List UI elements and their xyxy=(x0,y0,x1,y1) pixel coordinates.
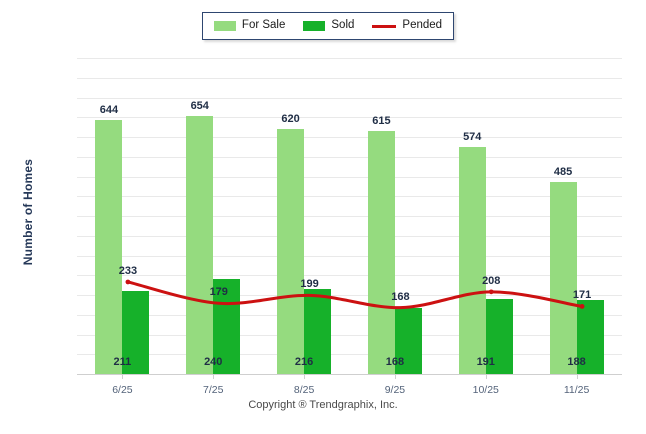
bar-for-sale[interactable] xyxy=(458,147,486,374)
bar-for-sale[interactable] xyxy=(549,182,577,374)
value-label-pended: 179 xyxy=(209,286,228,299)
value-label-sold: 240 xyxy=(204,356,223,368)
legend-label-sold: Sold xyxy=(331,19,355,32)
x-axis-line xyxy=(77,374,622,375)
value-label-sold: 216 xyxy=(294,356,314,368)
gridline xyxy=(77,196,622,198)
gridline xyxy=(77,58,622,59)
bar-for-sale[interactable] xyxy=(367,131,395,374)
x-tick-mark xyxy=(394,374,396,379)
value-label-for-sale: 574 xyxy=(463,131,482,144)
gridline xyxy=(77,176,622,178)
value-label-sold: 191 xyxy=(476,356,495,368)
plot-area: 8007507006506005505004504003503002502001… xyxy=(77,58,622,395)
x-tick-label: 7/25 xyxy=(203,384,224,396)
bar-for-sale[interactable] xyxy=(277,129,305,374)
gridline xyxy=(77,295,622,296)
legend-swatch-for-sale xyxy=(213,21,236,31)
pended-data-point[interactable] xyxy=(125,279,131,285)
value-label-sold: 211 xyxy=(113,356,132,368)
value-label-for-sale: 654 xyxy=(190,99,209,112)
x-tick-label: 8/25 xyxy=(293,384,315,396)
value-label-pended: 168 xyxy=(391,290,410,303)
legend-line-pended xyxy=(372,24,397,28)
x-tick-label: 11/25 xyxy=(563,384,590,396)
gridline xyxy=(77,117,622,119)
x-tick-mark xyxy=(213,374,215,379)
value-label-for-sale: 615 xyxy=(372,115,391,128)
gridline xyxy=(77,275,622,277)
gridline xyxy=(77,137,622,138)
legend-item-sold[interactable]: Sold xyxy=(303,20,354,32)
x-tick-mark xyxy=(122,374,124,379)
bar-sold[interactable] xyxy=(576,299,604,374)
legend-item-pended[interactable]: Pended xyxy=(372,20,442,32)
value-label-sold: 168 xyxy=(385,356,405,368)
chart-legend: For Sale Sold Pended xyxy=(202,12,454,40)
x-tick-mark xyxy=(576,374,578,379)
legend-item-for-sale[interactable]: For Sale xyxy=(213,19,286,32)
x-tick-mark xyxy=(485,374,487,379)
pended-data-point[interactable] xyxy=(488,289,494,295)
bar-sold[interactable] xyxy=(485,298,513,374)
value-label-for-sale: 644 xyxy=(99,103,119,116)
value-label-pended: 199 xyxy=(300,278,319,291)
gridline xyxy=(77,156,622,158)
value-label-pended: 208 xyxy=(482,274,501,287)
gridline xyxy=(77,235,622,237)
bar-for-sale[interactable] xyxy=(95,119,123,374)
bar-for-sale[interactable] xyxy=(186,115,214,374)
value-label-pended: 233 xyxy=(118,264,138,277)
gridline xyxy=(77,77,622,79)
value-label-for-sale: 485 xyxy=(553,166,573,179)
legend-swatch-sold xyxy=(303,21,326,31)
x-tick-mark xyxy=(304,374,306,379)
value-label-for-sale: 620 xyxy=(281,113,300,126)
gridline xyxy=(77,314,622,316)
x-tick-label: 10/25 xyxy=(472,384,499,396)
copyright-notice: Copyright ® Trendgraphix, Inc. xyxy=(248,399,398,411)
gridline xyxy=(77,97,622,99)
legend-label-pended: Pended xyxy=(402,19,443,32)
gridline xyxy=(77,354,622,356)
gridline xyxy=(77,216,622,217)
y-axis-title: Number of Homes xyxy=(21,158,35,266)
bar-sold[interactable] xyxy=(394,307,422,374)
value-label-sold: 188 xyxy=(567,356,586,368)
gridline xyxy=(77,255,622,257)
legend-label-for-sale: For Sale xyxy=(241,19,286,32)
x-tick-label: 6/25 xyxy=(112,384,133,396)
x-tick-label: 9/25 xyxy=(384,384,406,396)
gridline xyxy=(77,334,622,336)
value-label-pended: 171 xyxy=(572,289,592,302)
